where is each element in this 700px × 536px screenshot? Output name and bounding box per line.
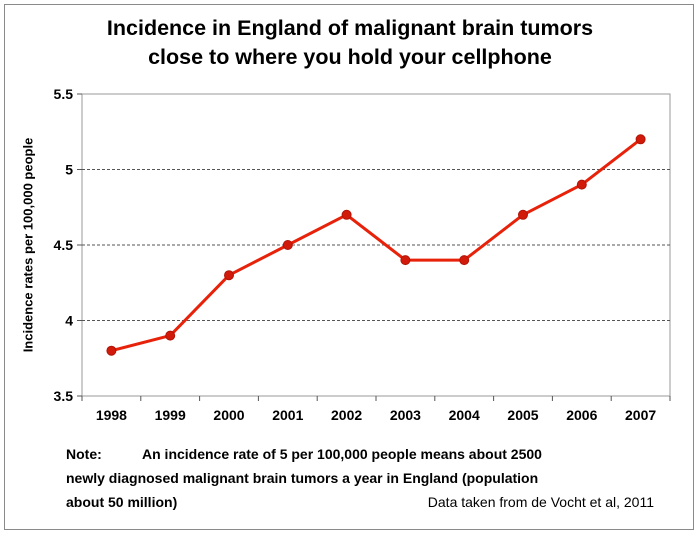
data-point bbox=[165, 330, 176, 341]
data-point bbox=[518, 209, 528, 220]
x-tick-label: 2006 bbox=[566, 407, 597, 423]
note-label: Note: bbox=[66, 446, 102, 462]
x-tick-label: 2002 bbox=[331, 407, 362, 423]
chart-frame bbox=[4, 4, 694, 530]
x-tick-label: 2000 bbox=[213, 407, 244, 423]
x-tick-label: 2001 bbox=[272, 407, 303, 423]
x-tick-label: 1998 bbox=[96, 407, 127, 423]
chart-title-line1: Incidence in England of malignant brain … bbox=[106, 16, 594, 40]
note-text-line2: newly diagnosed malignant brain tumors a… bbox=[66, 470, 539, 486]
y-tick-label: 4.5 bbox=[54, 237, 74, 253]
data-point bbox=[341, 209, 352, 220]
chart-title: Incidence in England of malignant brain … bbox=[0, 14, 700, 72]
y-tick-label: 4 bbox=[65, 313, 73, 329]
data-point bbox=[106, 345, 117, 356]
chart-title-line2: close to where you hold your cellphone bbox=[148, 45, 552, 69]
y-tick-label: 5.5 bbox=[54, 86, 74, 102]
data-point bbox=[224, 270, 234, 281]
data-point bbox=[282, 240, 293, 250]
data-point bbox=[459, 255, 470, 266]
y-tick-label: 5 bbox=[65, 162, 73, 178]
x-tick-label: 1999 bbox=[155, 407, 186, 423]
data-point bbox=[635, 134, 646, 145]
note-text-line3: about 50 million) bbox=[66, 494, 178, 510]
note-text-line1: An incidence rate of 5 per 100,000 peopl… bbox=[142, 446, 542, 462]
y-tick-label: 3.5 bbox=[54, 388, 74, 404]
note: Note: An incidence rate of 5 per 100,000 … bbox=[66, 442, 686, 514]
source-citation: Data taken from de Vocht et al, 2011 bbox=[427, 494, 654, 510]
data-point bbox=[576, 179, 587, 190]
x-tick-label: 2005 bbox=[507, 407, 538, 423]
x-tick-label: 2007 bbox=[625, 407, 656, 423]
series-line bbox=[111, 138, 642, 353]
x-tick-label: 2004 bbox=[449, 407, 480, 423]
data-point bbox=[400, 255, 411, 266]
x-tick-label: 2003 bbox=[390, 407, 421, 423]
plot-area bbox=[81, 93, 671, 397]
